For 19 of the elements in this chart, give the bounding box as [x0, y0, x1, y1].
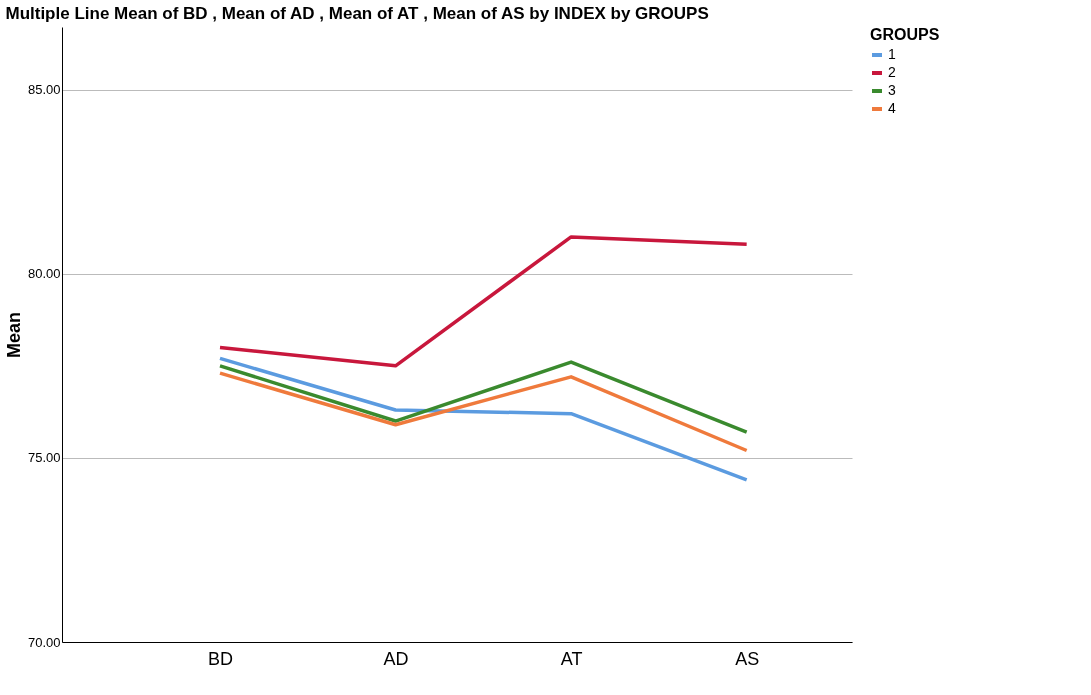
line-series — [218, 235, 749, 368]
y-tick-label: 70.00 — [27, 634, 61, 650]
y-tick-label: 80.00 — [27, 266, 61, 282]
y-axis-title: Mean — [3, 311, 24, 359]
line-series — [218, 371, 749, 453]
legend-label: 3 — [888, 82, 896, 98]
line-series — [218, 356, 749, 482]
chart-title: Multiple Line Mean of BD , Mean of AD , Mean of AT , Mean of AS by INDEX by GROUPS — [5, 4, 709, 23]
y-tick-label: 75.00 — [27, 450, 61, 466]
legend-label: 2 — [888, 64, 896, 80]
x-tick-label: AD — [383, 648, 409, 669]
line-series — [218, 360, 749, 434]
x-tick-label: AT — [560, 648, 583, 669]
legend-label: 4 — [888, 100, 896, 116]
x-tick-label: BD — [207, 648, 234, 669]
legend-title: GROUPS — [870, 26, 940, 43]
y-tick-label: 85.00 — [27, 82, 61, 98]
legend-label: 1 — [888, 46, 896, 62]
x-tick-label: AS — [735, 648, 760, 669]
